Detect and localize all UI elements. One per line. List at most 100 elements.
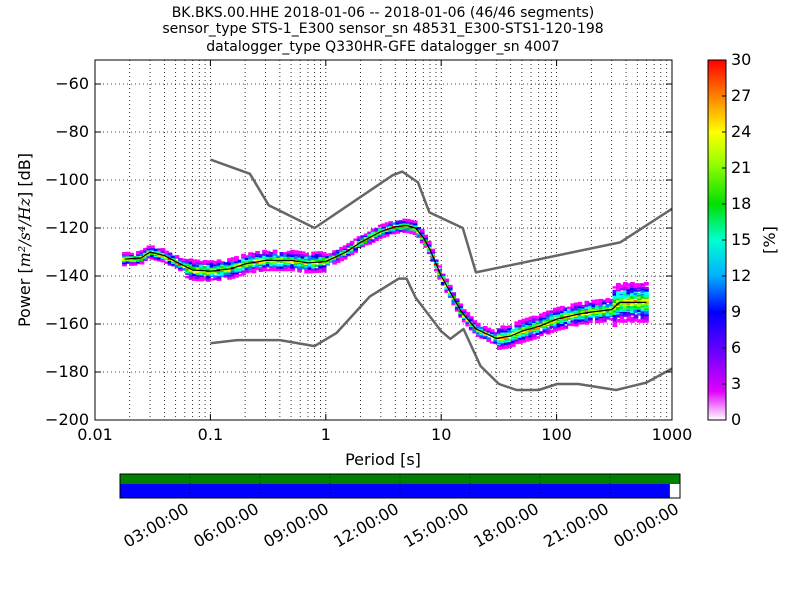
heatmap-cell — [209, 273, 215, 276]
heatmap-cell — [633, 285, 639, 288]
heatmap-cell — [405, 227, 411, 230]
heatmap-cell — [209, 278, 215, 281]
heatmap-cell — [269, 262, 274, 266]
heatmap-cell — [255, 256, 260, 260]
heatmap-cell — [412, 220, 418, 224]
heatmap-cell — [626, 294, 632, 297]
heatmap-cell — [328, 253, 334, 256]
heatmap-cell — [619, 300, 625, 303]
heatmap-cell — [388, 221, 394, 224]
heatmap-cell — [430, 257, 436, 260]
heatmap-cell — [153, 258, 159, 261]
heatmap-cell — [276, 255, 281, 258]
heatmap-cell — [577, 311, 583, 314]
nlnm-curve — [210, 277, 672, 392]
heatmap-cell — [602, 320, 607, 323]
heatmap-cell — [644, 318, 649, 321]
heatmap-cell — [426, 251, 432, 255]
heatmap-cell — [619, 303, 625, 306]
heatmap-cell — [496, 341, 502, 344]
heatmap-cell — [637, 319, 642, 322]
heatmap-cell — [602, 305, 607, 309]
heatmap-cell — [265, 254, 271, 257]
grid-lines — [94, 60, 672, 421]
heatmap-cell — [517, 333, 523, 336]
heatmap-cell — [454, 306, 460, 310]
heatmap-cell — [542, 326, 548, 329]
heatmap-cell — [318, 265, 323, 268]
heatmap-cell — [150, 252, 155, 256]
heatmap-cell — [213, 264, 218, 267]
heatmap-cell — [297, 261, 302, 265]
heatmap-cell — [465, 312, 471, 315]
heatmap-cell — [605, 299, 611, 302]
heatmap-cell — [157, 250, 162, 254]
heatmap-cell — [566, 320, 572, 324]
heatmap-cell — [535, 318, 541, 321]
heatmap-cell — [433, 269, 439, 272]
heatmap-cell — [545, 316, 551, 319]
heatmap-cell — [461, 315, 467, 318]
heatmap-cell — [213, 270, 218, 273]
heatmap-cell — [160, 249, 166, 252]
heatmap-cell — [461, 319, 467, 323]
heatmap-cell — [563, 308, 569, 312]
heatmap-cell — [538, 313, 544, 316]
heatmap-cell — [619, 316, 625, 320]
heatmap-cell — [524, 335, 530, 339]
heatmap-cell — [517, 324, 523, 328]
heatmap-cell — [125, 256, 131, 259]
heatmap-cell — [612, 298, 618, 301]
heatmap-cell — [244, 267, 250, 270]
chart-title-line-1: BK.BKS.00.HHE 2018-01-06 -- 2018-01-06 (… — [172, 5, 595, 21]
heatmap-cell — [416, 234, 422, 237]
heatmap-cell — [195, 277, 201, 280]
heatmap-cell — [150, 256, 155, 259]
heatmap-cell — [619, 319, 625, 322]
heatmap-cell — [461, 317, 467, 320]
colorbar-tick-label: 30 — [731, 50, 751, 69]
heatmap-cell — [206, 273, 211, 276]
heatmap-cell — [612, 286, 618, 289]
heatmap-cell — [346, 244, 351, 247]
colorbar-tick-label: 3 — [731, 374, 741, 393]
heatmap-cell — [339, 246, 344, 250]
heatmap-cell — [241, 258, 246, 261]
heatmap-cell — [570, 322, 576, 325]
heatmap-cell — [559, 326, 565, 329]
heatmap-cell — [461, 312, 467, 316]
heatmap-cell — [566, 316, 572, 319]
heatmap-cell — [206, 279, 211, 282]
heatmap-cell — [626, 318, 632, 321]
heatmap-cell — [588, 302, 593, 305]
colorbar-tick-label: 18 — [731, 194, 751, 213]
heatmap-cell — [605, 304, 611, 307]
heatmap-cell — [640, 283, 646, 286]
heatmap-cell — [167, 262, 173, 265]
heatmap-cell — [164, 253, 169, 256]
heatmap-cell — [377, 229, 383, 232]
heatmap-cell — [139, 250, 145, 253]
heatmap-cell — [542, 315, 548, 318]
heatmap-cell — [486, 327, 492, 331]
heatmap-cell — [307, 267, 313, 270]
heatmap-cell — [542, 320, 548, 323]
heatmap-cell — [402, 230, 408, 233]
heatmap-cell — [276, 264, 281, 267]
heatmap-cell — [367, 233, 373, 237]
heatmap-cell — [500, 331, 506, 334]
heatmap-cell — [279, 256, 285, 260]
heatmap-cell — [297, 255, 302, 259]
heatmap-cell — [584, 310, 590, 313]
heatmap-cell — [630, 306, 635, 309]
heatmap-cell — [195, 259, 201, 262]
heatmap-cell — [472, 321, 478, 324]
heatmap-cell — [552, 324, 558, 327]
heatmap-cell — [472, 328, 478, 332]
heatmap-cell — [626, 313, 632, 316]
heatmap-cell — [549, 317, 555, 320]
heatmap-cell — [595, 316, 600, 319]
heatmap-cell — [248, 258, 253, 261]
heatmap-cell — [644, 304, 649, 308]
heatmap-cell — [552, 311, 558, 314]
